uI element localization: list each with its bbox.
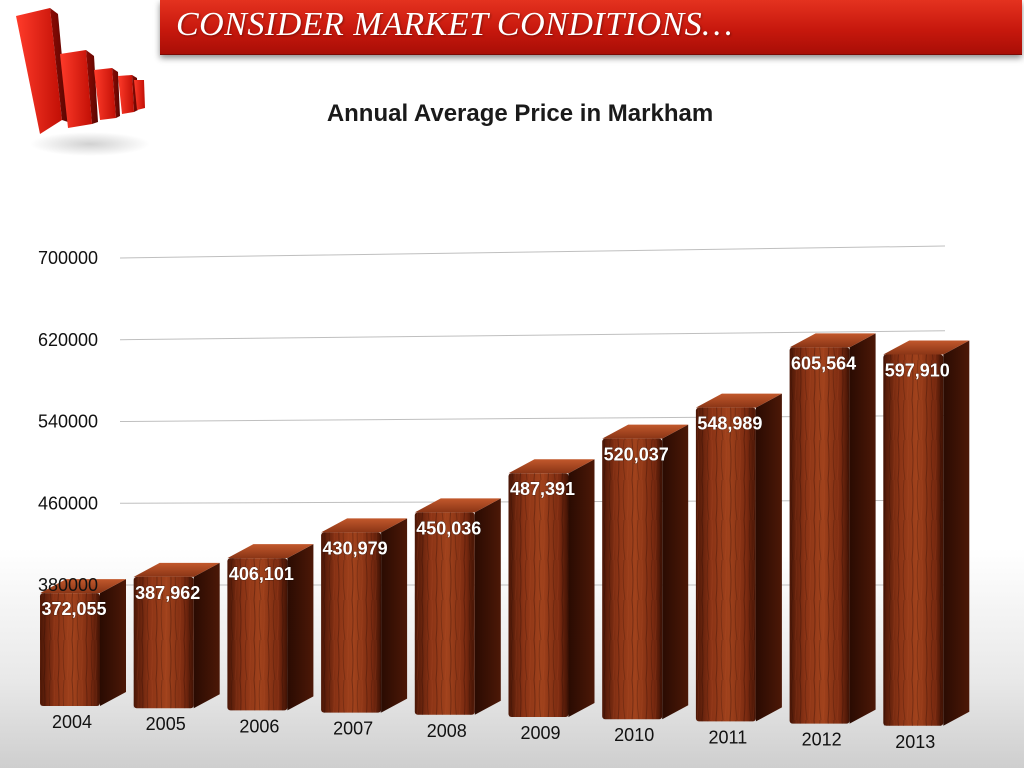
bar-value-label: 430,979 (323, 538, 388, 558)
x-tick-label: 2010 (614, 725, 654, 745)
header-bar: CONSIDER MARKET CONDITIONS… (160, 0, 1022, 55)
y-tick-label: 540000 (38, 412, 98, 432)
x-tick-label: 2004 (52, 712, 92, 732)
bar-value-label: 605,564 (791, 353, 856, 373)
x-tick-label: 2009 (520, 723, 560, 743)
y-tick-label: 700000 (38, 248, 98, 268)
bar-2010 (602, 424, 689, 720)
red-3d-bar-chart-logo-icon (16, 8, 150, 156)
x-tick-label: 2005 (146, 714, 186, 734)
x-tick-label: 2012 (802, 730, 842, 750)
x-tick-label: 2011 (709, 727, 748, 747)
x-tick-label: 2008 (427, 721, 467, 741)
bar-value-label: 387,962 (135, 583, 200, 603)
bar-2008 (414, 498, 501, 715)
bar-2013 (883, 340, 970, 726)
y-tick-label: 620000 (38, 330, 98, 350)
gridline (119, 330, 946, 341)
bar-value-label: 548,989 (697, 414, 762, 434)
x-tick-label: 2013 (895, 732, 935, 752)
bar-value-label: 406,101 (229, 564, 294, 584)
bar-2005 (133, 562, 220, 709)
x-tick-label: 2007 (333, 719, 373, 739)
bar-2007 (321, 518, 408, 713)
bar-2011 (695, 393, 782, 722)
gridline (119, 245, 946, 259)
bar-value-label: 372,055 (41, 599, 106, 619)
y-tick-label: 460000 (38, 493, 98, 513)
bar-2006 (227, 544, 314, 711)
bar-value-label: 450,036 (416, 518, 481, 538)
header-title: CONSIDER MARKET CONDITIONS… (176, 6, 733, 43)
bar-value-label: 597,910 (885, 360, 950, 380)
bar-value-label: 487,391 (510, 479, 575, 499)
y-tick-label: 380000 (38, 575, 98, 595)
bar-value-label: 520,037 (604, 445, 669, 465)
bar-2004 (40, 579, 126, 706)
bar-2012 (789, 333, 876, 724)
bar-2009 (508, 459, 595, 717)
chart-title: Annual Average Price in Markham (326, 100, 714, 127)
x-tick-label: 2006 (239, 716, 279, 736)
